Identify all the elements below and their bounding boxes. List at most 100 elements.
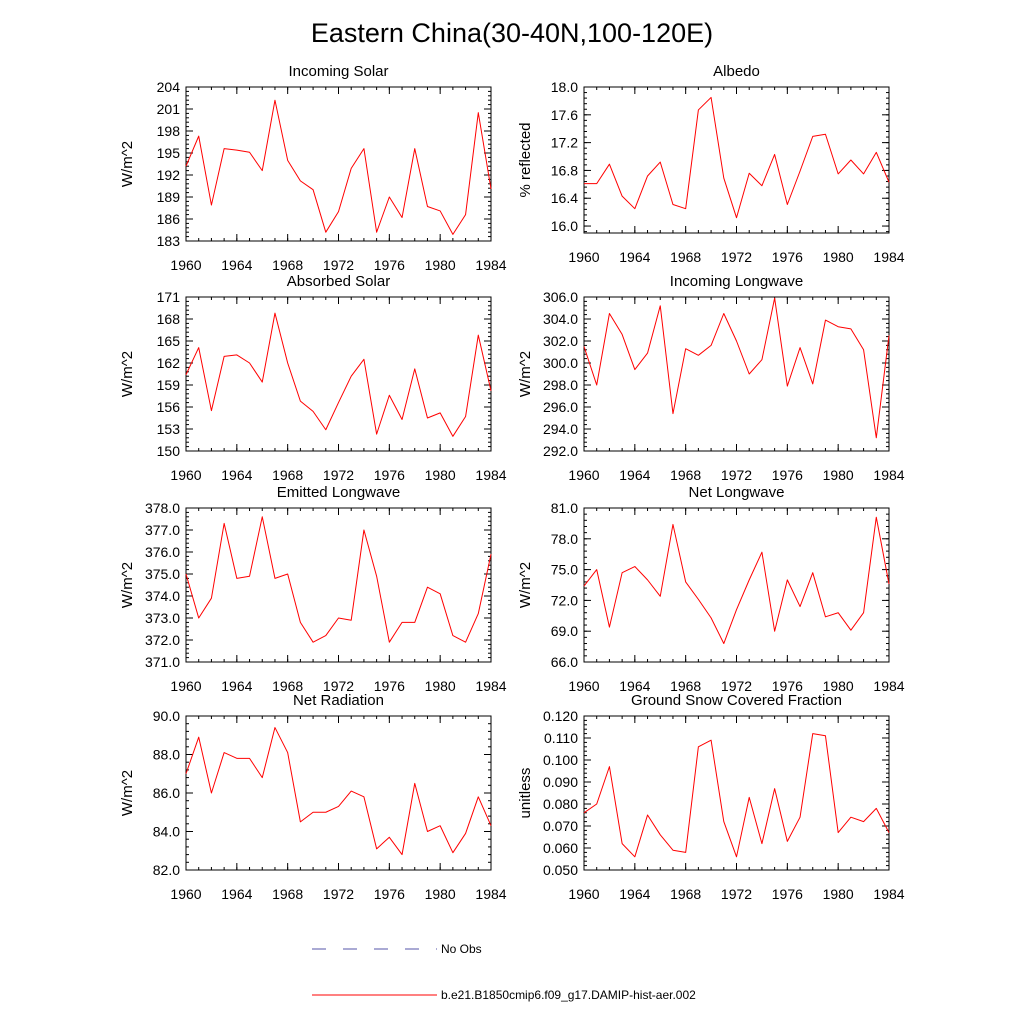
panels: 1960 1964 1968 1972 1976 1980 1984 183 186 189 192…: [119, 63, 905, 902]
x-tick-label: 1968: [670, 249, 701, 265]
y-tick-label: 66.0: [551, 654, 578, 670]
y-tick-label: 69.0: [551, 623, 578, 639]
y-tick-label: 302.0: [543, 333, 578, 349]
x-tick-label: 1976: [772, 249, 803, 265]
y-axis-label: W/m^2: [119, 141, 136, 187]
y-tick-label: 159: [157, 377, 181, 393]
series-line: [185, 516, 492, 643]
y-tick-label: 292.0: [543, 443, 578, 459]
x-tick-label: 1960: [170, 257, 201, 273]
y-tick-label: 88.0: [153, 747, 180, 763]
y-tick-label: 168: [157, 311, 181, 327]
plot-frame: [583, 507, 890, 663]
plot-frame: [185, 507, 492, 663]
x-tick-label: 1976: [374, 678, 405, 694]
x-tick-label: 1984: [873, 886, 904, 902]
x-tick-label: 1972: [721, 678, 752, 694]
x-tick-label: 1980: [425, 257, 456, 273]
x-tick-label: 1968: [670, 886, 701, 902]
x-tick-label: 1980: [823, 467, 854, 483]
x-tick-label: 1968: [272, 886, 303, 902]
legend-label-no-obs: No Obs: [441, 942, 482, 956]
x-tick-label: 1960: [568, 249, 599, 265]
y-tick-label: 186: [157, 211, 181, 227]
x-tick-label: 1960: [568, 678, 599, 694]
x-tick-label: 1964: [619, 678, 650, 694]
panel-title: Net Longwave: [689, 484, 785, 501]
y-tick-label: 17.2: [551, 135, 578, 151]
x-tick-label: 1980: [823, 886, 854, 902]
panel-6: 1960 1964 1968 1972 1976 1980 1984 66.0 69.0 72.0…: [517, 484, 905, 694]
y-tick-label: 165: [157, 333, 181, 349]
x-tick-label: 1968: [670, 678, 701, 694]
x-tick-label: 1964: [221, 467, 252, 483]
x-tick-label: 1960: [170, 467, 201, 483]
plot-frame: [185, 296, 492, 452]
y-tick-label: 378.0: [145, 500, 180, 516]
y-tick-label: 294.0: [543, 421, 578, 437]
y-tick-label: 0.100: [543, 752, 578, 768]
legend-label-model: b.e21.B1850cmip6.f09_g17.DAMIP-hist-aer.…: [441, 988, 696, 1002]
series-line: [185, 99, 492, 235]
y-tick-label: 17.6: [551, 107, 578, 123]
figure-title: Eastern China(30-40N,100-120E): [311, 18, 713, 48]
series-line: [583, 733, 890, 858]
y-tick-label: 192: [157, 167, 181, 183]
x-tick-label: 1964: [221, 678, 252, 694]
x-tick-label: 1972: [721, 467, 752, 483]
y-axis-label: unitless: [517, 768, 534, 819]
plot-frame: [185, 86, 492, 242]
panel-title: Albedo: [713, 63, 760, 80]
y-tick-label: 171: [157, 289, 181, 305]
y-tick-label: 84.0: [153, 824, 180, 840]
y-tick-label: 0.080: [543, 796, 578, 812]
x-tick-label: 1968: [272, 257, 303, 273]
x-tick-label: 1972: [323, 886, 354, 902]
y-tick-label: 86.0: [153, 785, 180, 801]
y-tick-label: 373.0: [145, 610, 180, 626]
x-tick-label: 1972: [323, 257, 354, 273]
y-tick-label: 153: [157, 421, 181, 437]
x-tick-label: 1960: [170, 678, 201, 694]
panel-8: 1960 1964 1968 1972 1976 1980 1984 0.050 0.060 0.…: [517, 692, 905, 902]
y-tick-label: 16.4: [551, 190, 578, 206]
y-axis-label: W/m^2: [119, 770, 136, 816]
panel-title: Emitted Longwave: [277, 484, 400, 501]
x-tick-label: 1984: [475, 886, 506, 902]
series-line: [185, 312, 492, 437]
x-tick-label: 1972: [323, 678, 354, 694]
y-tick-label: 298.0: [543, 377, 578, 393]
plot-frame: [583, 86, 890, 234]
y-tick-label: 0.050: [543, 862, 578, 878]
x-tick-label: 1960: [568, 886, 599, 902]
x-tick-label: 1984: [475, 678, 506, 694]
x-tick-label: 1984: [873, 467, 904, 483]
x-tick-label: 1960: [568, 467, 599, 483]
y-tick-label: 371.0: [145, 654, 180, 670]
y-tick-label: 300.0: [543, 355, 578, 371]
y-tick-label: 372.0: [145, 632, 180, 648]
x-tick-label: 1980: [425, 678, 456, 694]
panel-3: 1960 1964 1968 1972 1976 1980 1984 150 153 156 159…: [119, 273, 507, 483]
y-tick-label: 306.0: [543, 289, 578, 305]
x-tick-label: 1976: [374, 467, 405, 483]
y-tick-label: 0.090: [543, 774, 578, 790]
y-axis-label: W/m^2: [517, 562, 534, 608]
panel-title: Absorbed Solar: [287, 273, 390, 290]
plot-frame: [583, 296, 890, 452]
y-axis-label: W/m^2: [119, 562, 136, 608]
y-tick-label: 150: [157, 443, 181, 459]
x-tick-label: 1980: [425, 886, 456, 902]
x-tick-label: 1968: [670, 467, 701, 483]
x-tick-label: 1984: [873, 678, 904, 694]
y-axis-label: % reflected: [517, 122, 534, 197]
y-tick-label: 78.0: [551, 531, 578, 547]
y-tick-label: 0.120: [543, 708, 578, 724]
x-tick-label: 1984: [475, 467, 506, 483]
y-tick-label: 195: [157, 145, 181, 161]
y-tick-label: 0.110: [544, 730, 578, 746]
series-line: [583, 516, 890, 645]
y-tick-label: 374.0: [145, 588, 180, 604]
x-tick-label: 1964: [619, 886, 650, 902]
